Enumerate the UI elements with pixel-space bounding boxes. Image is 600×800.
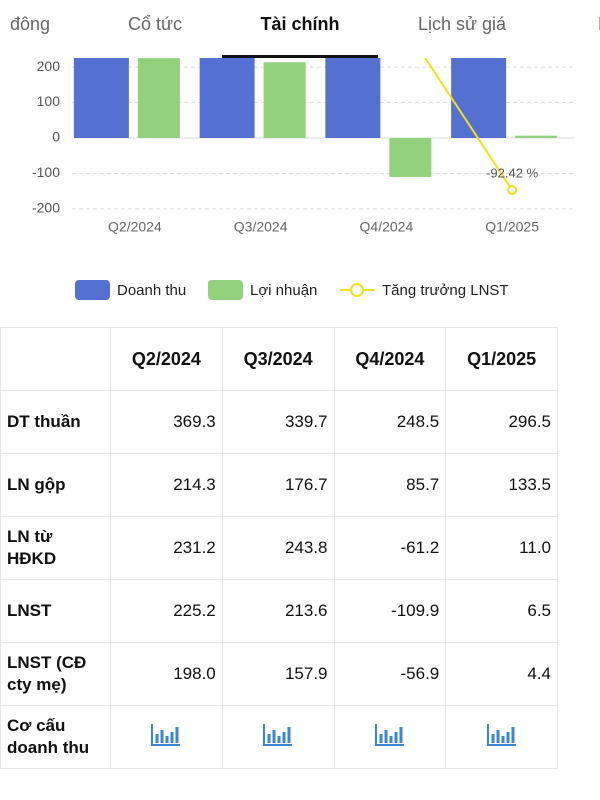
x-tick-label: Q4/2024 [360, 219, 414, 235]
chart-icon[interactable] [150, 722, 182, 748]
chart: đông Cổ tức Tài chính Lịch sử giá Ba -200 -10… [10, 0, 600, 300]
row-label: LNST (CĐ cty mẹ) [0, 642, 111, 706]
cell: 369.3 [110, 390, 223, 454]
legend-label: Tăng trưởng LNST [382, 282, 509, 299]
cell: 4.4 [445, 642, 558, 706]
y-tick-label: -100 [32, 164, 60, 180]
icon-cell [333, 705, 447, 769]
cell: -56.9 [333, 642, 447, 706]
bar [389, 138, 432, 177]
legend: Doanh thu Lợi nhuận Tăng trưởng LNST [75, 280, 509, 300]
cell: 85.7 [333, 453, 447, 517]
table-row: Cơ cấu doanh thu [0, 705, 558, 769]
cell: 176.7 [221, 453, 335, 517]
chart-icon[interactable] [374, 722, 406, 748]
bar [325, 58, 381, 138]
x-tick-label: Q3/2024 [234, 219, 288, 235]
legend-swatch [350, 283, 364, 297]
cell: 214.3 [110, 453, 223, 517]
y-tick-label: 200 [37, 58, 61, 74]
tab[interactable]: Ba [598, 14, 600, 34]
tab[interactable]: Lịch sử giá [418, 14, 507, 34]
table-row: LNST (CĐ cty mẹ) 198.0 157.9 -56.9 4.4 [0, 642, 558, 706]
axes: -200 -100 0 100 200 Q2/2024 Q3/2024 Q4/2024 Q1/2… [32, 58, 539, 235]
cell: 339.7 [221, 390, 335, 454]
cell: 133.5 [445, 453, 558, 517]
tab-bar: đông Cổ tức Tài chính Lịch sử giá Ba [10, 14, 600, 34]
cell: 225.2 [110, 579, 223, 643]
x-tick-label: Q2/2024 [108, 219, 162, 235]
financial-table: Q2/2024 Q3/2024 Q4/2024 Q1/2025 DT thuần 369… [0, 327, 558, 769]
column-header: Q3/2024 [221, 327, 335, 391]
table-row: DT thuần 369.3 339.7 248.5 296.5 [0, 390, 558, 454]
x-tick-label: Q1/2025 [485, 219, 539, 235]
legend-label: Doanh thu [117, 282, 186, 299]
cell: 6.5 [445, 579, 558, 643]
cell: 296.5 [445, 390, 558, 454]
y-tick-label: -200 [32, 200, 60, 216]
cell: -109.9 [333, 579, 447, 643]
cell: -61.2 [333, 516, 447, 580]
icon-cell [110, 705, 223, 769]
row-label: LN gộp [0, 453, 111, 517]
tab[interactable]: Tài chính [260, 14, 339, 34]
table-row: LNST 225.2 213.6 -109.9 6.5 [0, 579, 558, 643]
bar [137, 58, 180, 138]
tab[interactable]: Cổ tức [128, 14, 182, 34]
tab[interactable]: đông [10, 14, 50, 34]
table-row: LN từ HĐKD 231.2 243.8 -61.2 11.0 [0, 516, 558, 580]
data-label: -92.42 % [486, 165, 538, 180]
header-corner [0, 327, 111, 391]
column-header: Q2/2024 [110, 327, 223, 391]
growth-point [507, 185, 518, 196]
bar [73, 58, 129, 139]
bar [263, 62, 306, 139]
growth-line [424, 58, 513, 191]
cell: 157.9 [221, 642, 335, 706]
table-row: LN gộp 214.3 176.7 85.7 133.5 [0, 453, 558, 517]
chart-icon[interactable] [262, 722, 294, 748]
growth-point [382, 0, 390, 3]
legend-label: Lợi nhuận [250, 282, 317, 299]
column-header: Q1/2025 [445, 327, 558, 391]
row-label: DT thuần [0, 390, 111, 454]
cell: 248.5 [333, 390, 447, 454]
legend-swatch [208, 280, 243, 300]
cell: 198.0 [110, 642, 223, 706]
bar [199, 58, 255, 138]
active-tab-indicator [222, 55, 378, 58]
bar [515, 135, 558, 138]
y-tick-label: 0 [52, 129, 60, 145]
cell: 243.8 [221, 516, 335, 580]
bar [451, 58, 507, 138]
cell: 11.0 [445, 516, 558, 580]
row-label: LNST [0, 579, 111, 643]
icon-cell [445, 705, 558, 769]
cell: 231.2 [110, 516, 223, 580]
cell: 213.6 [221, 579, 335, 643]
row-label: LN từ HĐKD [0, 516, 111, 580]
y-tick-label: 100 [37, 93, 61, 109]
icon-cell [221, 705, 335, 769]
plot-area [72, 0, 575, 210]
legend-swatch [75, 280, 110, 300]
column-header: Q4/2024 [333, 327, 447, 391]
row-label: Cơ cấu doanh thu [0, 705, 111, 769]
chart-icon[interactable] [486, 722, 518, 748]
